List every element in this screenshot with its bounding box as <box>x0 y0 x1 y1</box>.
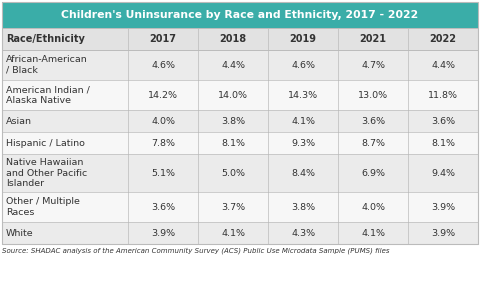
Text: 4.1%: 4.1% <box>361 229 385 237</box>
Bar <box>2 2 478 28</box>
Text: Other / Multiple
Races: Other / Multiple Races <box>6 197 80 217</box>
Text: 8.1%: 8.1% <box>221 139 245 147</box>
Text: Source: SHADAC analysis of the American Community Survey (ACS) Public Use Microd: Source: SHADAC analysis of the American … <box>2 247 389 254</box>
Bar <box>2 2 478 244</box>
Text: 7.8%: 7.8% <box>151 139 175 147</box>
Text: Asian: Asian <box>6 117 32 125</box>
Text: 4.7%: 4.7% <box>361 61 385 69</box>
Text: 4.4%: 4.4% <box>221 61 245 69</box>
Text: 11.8%: 11.8% <box>428 91 458 99</box>
Text: 2018: 2018 <box>219 34 247 44</box>
Text: 2022: 2022 <box>430 34 456 44</box>
Text: 3.9%: 3.9% <box>431 203 455 211</box>
Text: 4.3%: 4.3% <box>291 229 315 237</box>
Text: 4.0%: 4.0% <box>151 117 175 125</box>
Bar <box>2 110 478 132</box>
Text: 4.4%: 4.4% <box>431 61 455 69</box>
Text: 2017: 2017 <box>150 34 177 44</box>
Text: 8.7%: 8.7% <box>361 139 385 147</box>
Text: Race/Ethnicity: Race/Ethnicity <box>6 34 85 44</box>
Text: 5.1%: 5.1% <box>151 169 175 177</box>
Text: 9.3%: 9.3% <box>291 139 315 147</box>
Text: 13.0%: 13.0% <box>358 91 388 99</box>
Text: 4.1%: 4.1% <box>291 117 315 125</box>
Bar <box>2 192 478 222</box>
Text: 3.6%: 3.6% <box>151 203 175 211</box>
Text: 2021: 2021 <box>360 34 386 44</box>
Text: 3.7%: 3.7% <box>221 203 245 211</box>
Bar <box>2 132 478 154</box>
Text: 14.0%: 14.0% <box>218 91 248 99</box>
Text: African-American
/ Black: African-American / Black <box>6 55 88 75</box>
Text: White: White <box>6 229 34 237</box>
Text: 5.0%: 5.0% <box>221 169 245 177</box>
Text: 3.9%: 3.9% <box>431 229 455 237</box>
Text: 3.9%: 3.9% <box>151 229 175 237</box>
Bar <box>2 80 478 110</box>
Text: 4.1%: 4.1% <box>221 229 245 237</box>
Text: 9.4%: 9.4% <box>431 169 455 177</box>
Text: Children's Uninsurance by Race and Ethnicity, 2017 - 2022: Children's Uninsurance by Race and Ethni… <box>61 10 419 20</box>
Text: 4.6%: 4.6% <box>151 61 175 69</box>
Text: 8.4%: 8.4% <box>291 169 315 177</box>
Text: 4.6%: 4.6% <box>291 61 315 69</box>
Text: 3.8%: 3.8% <box>291 203 315 211</box>
Bar <box>2 28 478 50</box>
Text: 14.2%: 14.2% <box>148 91 178 99</box>
Text: 2019: 2019 <box>289 34 317 44</box>
Text: 3.6%: 3.6% <box>361 117 385 125</box>
Text: American Indian /
Alaska Native: American Indian / Alaska Native <box>6 85 90 105</box>
Text: 3.8%: 3.8% <box>221 117 245 125</box>
Text: Hispanic / Latino: Hispanic / Latino <box>6 139 85 147</box>
Bar <box>2 222 478 244</box>
Text: Native Hawaiian
and Other Pacific
Islander: Native Hawaiian and Other Pacific Island… <box>6 158 87 188</box>
Text: 4.0%: 4.0% <box>361 203 385 211</box>
Text: 6.9%: 6.9% <box>361 169 385 177</box>
Text: 14.3%: 14.3% <box>288 91 318 99</box>
Bar <box>2 154 478 192</box>
Text: 8.1%: 8.1% <box>431 139 455 147</box>
Bar <box>2 50 478 80</box>
Text: 3.6%: 3.6% <box>431 117 455 125</box>
